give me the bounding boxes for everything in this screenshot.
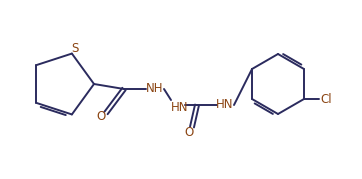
Text: O: O (96, 110, 106, 124)
Text: NH: NH (146, 81, 164, 95)
Text: Cl: Cl (320, 93, 332, 105)
Text: HN: HN (171, 100, 189, 113)
Text: HN: HN (216, 98, 234, 110)
Text: O: O (184, 127, 194, 139)
Text: S: S (71, 42, 79, 55)
